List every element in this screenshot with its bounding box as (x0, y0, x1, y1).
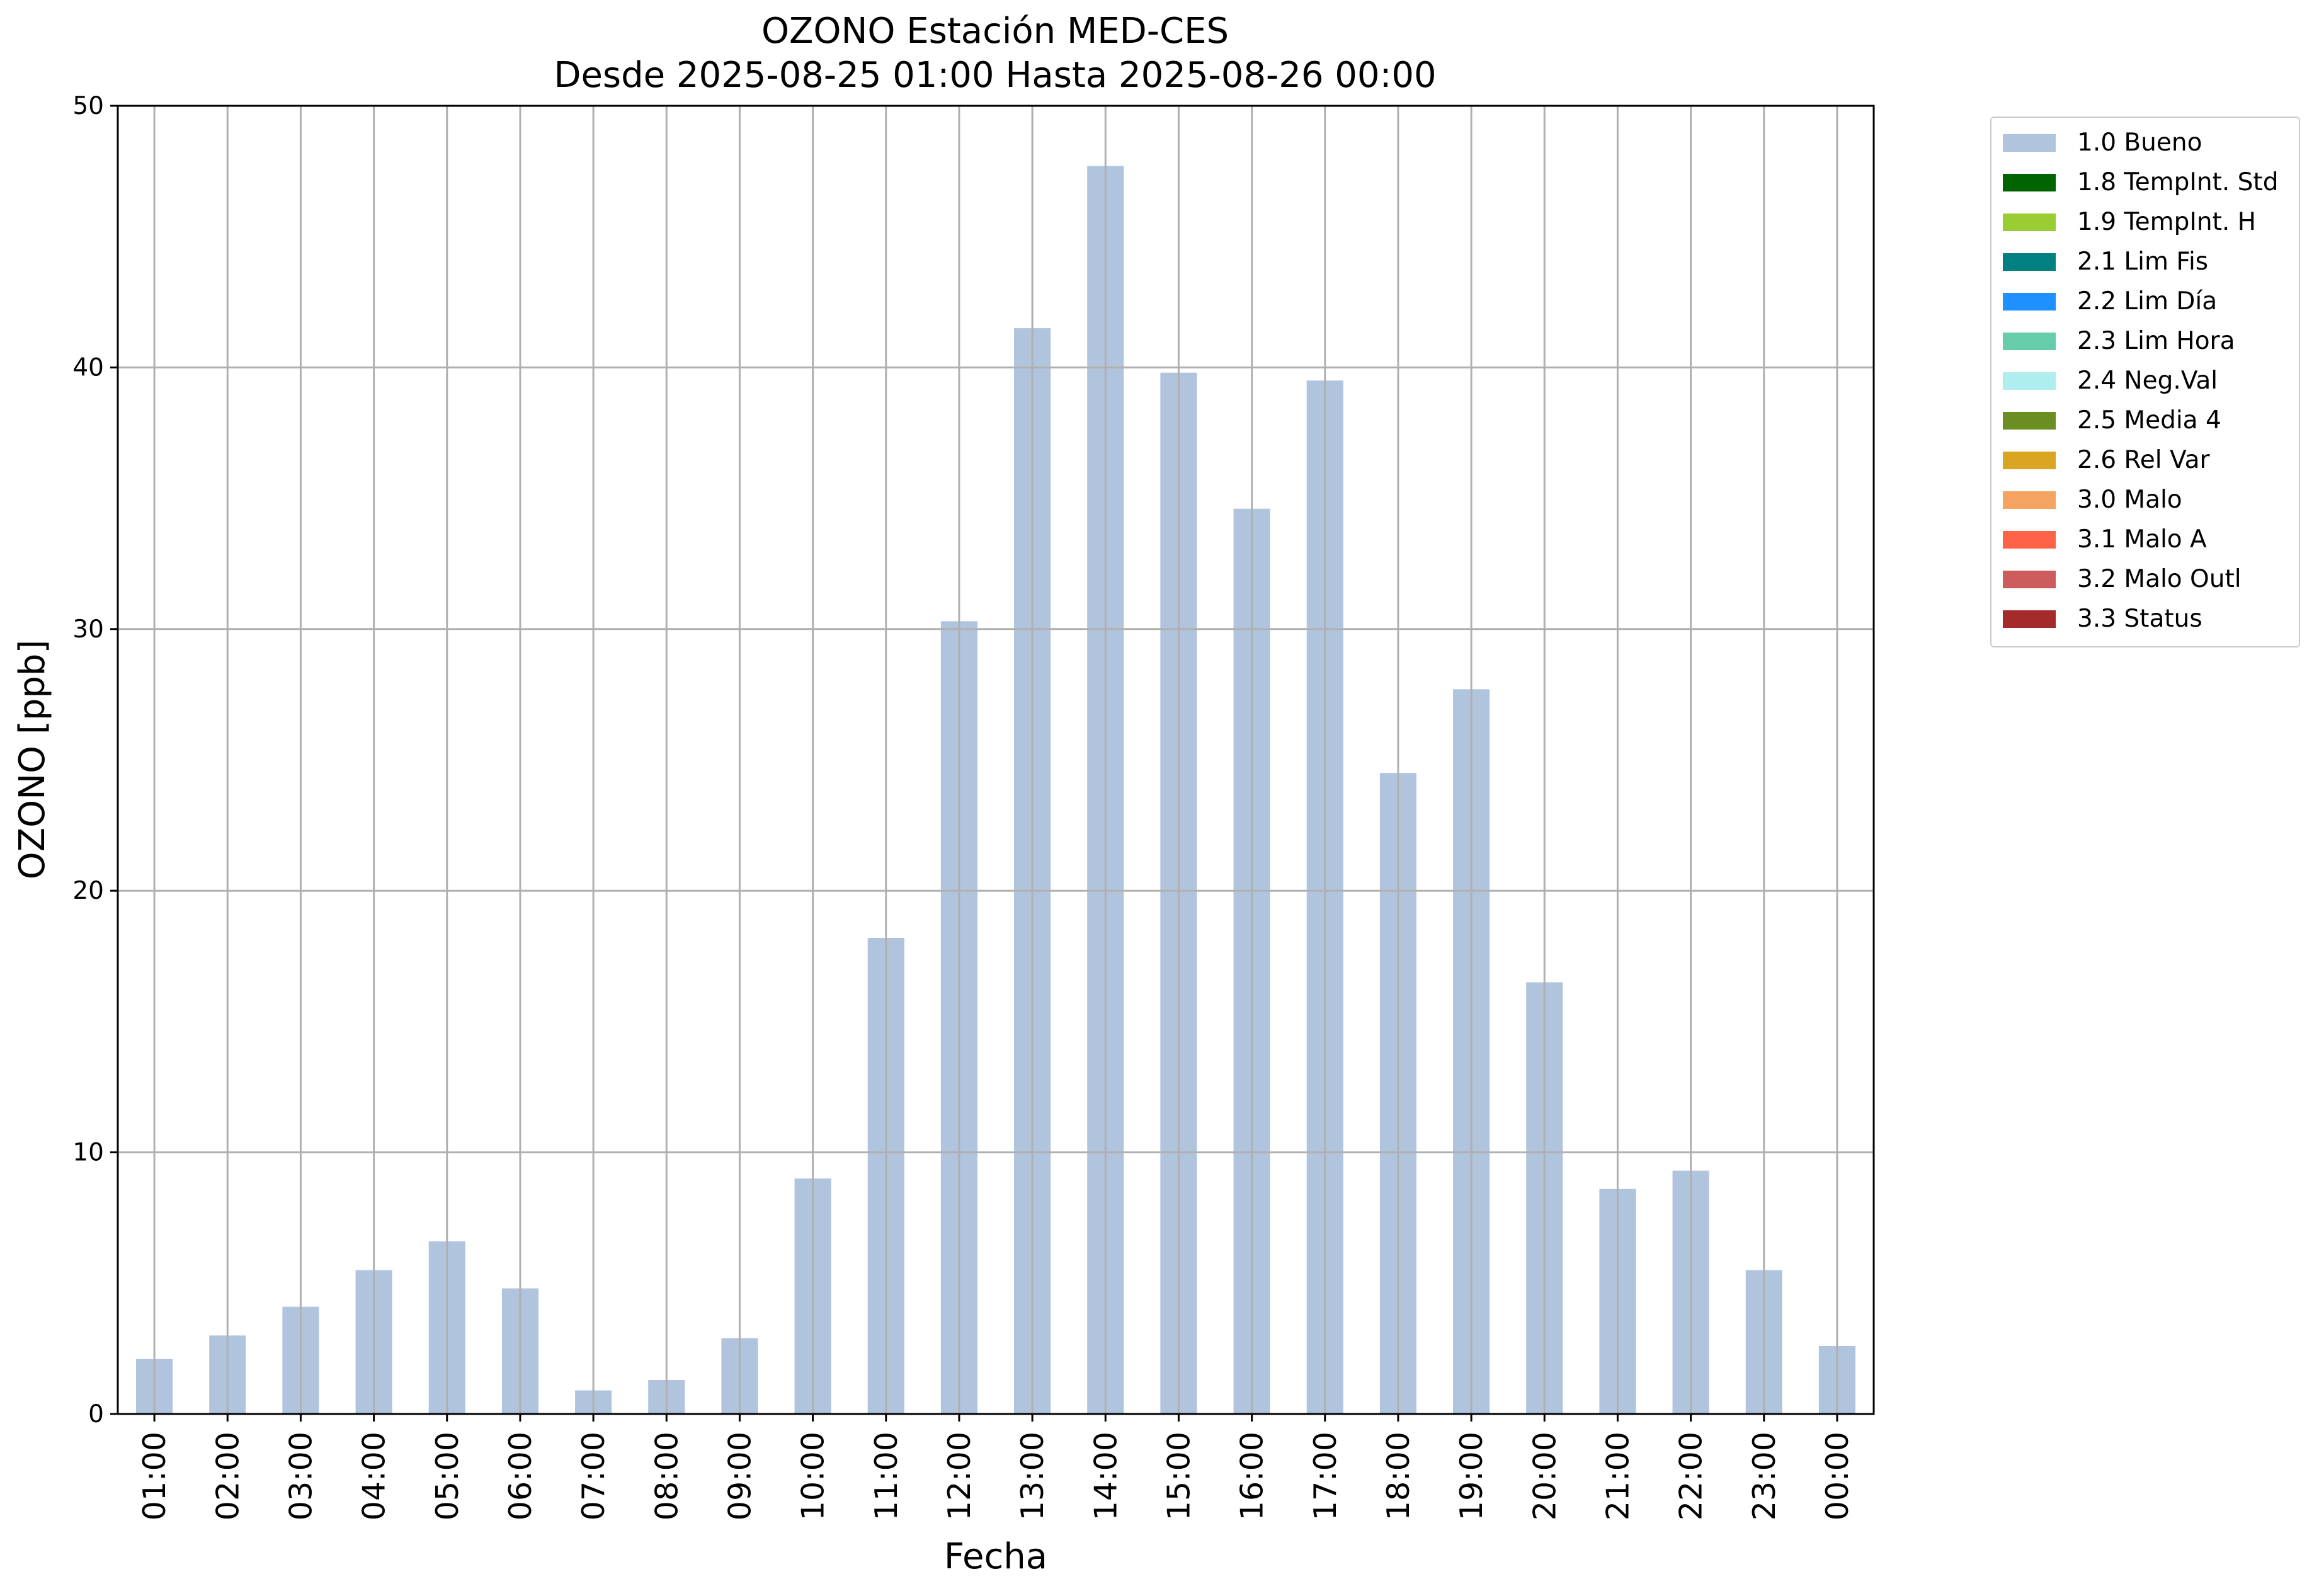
y-tick-label: 10 (72, 1139, 104, 1167)
legend-item: 2.6 Rel Var (1991, 440, 2299, 480)
legend-item: 3.3 Status (1991, 599, 2299, 639)
legend-label: 1.8 TempInt. Std (2077, 168, 2279, 197)
chart-title-line1: OZONO Estación MED-CES (761, 11, 1229, 52)
x-tick-label: 06:00 (503, 1432, 538, 1520)
x-tick-label: 02:00 (210, 1432, 246, 1520)
y-tick-label: 30 (72, 615, 104, 644)
legend-item: 2.4 Neg.Val (1991, 361, 2299, 401)
x-tick-label: 05:00 (430, 1432, 465, 1520)
x-tick-label: 07:00 (576, 1432, 612, 1520)
x-tick-label: 09:00 (722, 1432, 758, 1520)
legend-swatch (2003, 570, 2056, 588)
x-tick-label: 22:00 (1673, 1432, 1709, 1520)
legend-swatch (2003, 411, 2056, 430)
x-tick-label: 23:00 (1746, 1432, 1782, 1520)
x-tick-label: 11:00 (869, 1432, 904, 1520)
x-axis: 01:00 02:00 03:00 04:00 05:00 06:00 07:00 08:00… (137, 1414, 1855, 1520)
legend-item: 1.8 TempInt. Std (1991, 162, 2299, 202)
legend-label: 2.4 Neg.Val (2077, 367, 2218, 395)
y-axis: 0 10 20 30 40 50 (72, 92, 118, 1428)
legend-item: 2.1 Lim Fis (1991, 242, 2299, 282)
x-tick-label: 00:00 (1820, 1432, 1855, 1520)
legend-swatch (2003, 173, 2056, 191)
x-tick-label: 03:00 (283, 1432, 319, 1520)
x-tick-label: 04:00 (356, 1432, 392, 1520)
x-tick-label: 18:00 (1381, 1432, 1416, 1520)
x-tick-label: 14:00 (1088, 1432, 1124, 1520)
bars (136, 166, 1855, 1415)
legend-swatch (2003, 372, 2056, 390)
legend-swatch (2003, 451, 2056, 469)
legend-item: 1.0 Bueno (1991, 123, 2299, 162)
legend-swatch (2003, 213, 2056, 231)
legend-item: 2.5 Media 4 (1991, 401, 2299, 440)
x-tick-label: 20:00 (1527, 1432, 1563, 1520)
legend-label: 1.9 TempInt. H (2077, 208, 2256, 236)
legend: 1.0 Bueno 1.8 TempInt. Std 1.9 TempInt. H 2… (1990, 117, 2300, 647)
legend-label: 2.6 Rel Var (2077, 446, 2210, 474)
y-tick-label: 50 (72, 92, 104, 120)
x-tick-label: 13:00 (1015, 1432, 1051, 1520)
x-tick-label: 17:00 (1308, 1432, 1343, 1520)
y-tick-label: 0 (88, 1400, 104, 1428)
x-tick-label: 08:00 (649, 1432, 685, 1520)
legend-swatch (2003, 491, 2056, 509)
legend-swatch (2003, 134, 2056, 152)
legend-item: 2.3 Lim Hora (1991, 321, 2299, 361)
legend-label: 2.5 Media 4 (2077, 406, 2221, 435)
chart-title-line2: Desde 2025-08-25 01:00 Hasta 2025-08-26 … (554, 55, 1436, 96)
x-tick-label: 15:00 (1161, 1432, 1197, 1520)
x-axis-label: Fecha (944, 1536, 1047, 1577)
x-tick-label: 21:00 (1600, 1432, 1636, 1520)
x-tick-label: 10:00 (795, 1432, 831, 1520)
legend-swatch (2003, 253, 2056, 271)
legend-item: 3.2 Malo Outl (1991, 559, 2299, 599)
y-tick-label: 20 (72, 877, 104, 905)
x-tick-label: 16:00 (1234, 1432, 1270, 1520)
legend-label: 2.2 Lim Día (2077, 287, 2218, 316)
x-tick-label: 19:00 (1454, 1432, 1490, 1520)
legend-item: 2.2 Lim Día (1991, 282, 2299, 321)
legend-label: 3.1 Malo A (2077, 525, 2207, 554)
legend-item: 1.9 TempInt. H (1991, 202, 2299, 242)
legend-label: 3.0 Malo (2077, 486, 2182, 514)
legend-swatch (2003, 292, 2056, 311)
legend-swatch (2003, 530, 2056, 549)
plot-frame (117, 105, 1875, 1415)
legend-item: 3.1 Malo A (1991, 520, 2299, 559)
legend-label: 3.2 Malo Outl (2077, 565, 2242, 593)
legend-swatch (2003, 332, 2056, 350)
legend-label: 3.3 Status (2077, 605, 2202, 633)
legend-label: 2.3 Lim Hora (2077, 327, 2235, 355)
legend-item: 3.0 Malo (1991, 480, 2299, 520)
y-axis-label: OZONO [ppb] (12, 640, 53, 880)
y-tick-label: 40 (72, 353, 104, 382)
legend-label: 1.0 Bueno (2077, 128, 2202, 157)
legend-label: 2.1 Lim Fis (2077, 248, 2209, 276)
x-tick-label: 12:00 (942, 1432, 977, 1520)
x-tick-label: 01:00 (137, 1432, 173, 1520)
legend-swatch (2003, 610, 2056, 628)
